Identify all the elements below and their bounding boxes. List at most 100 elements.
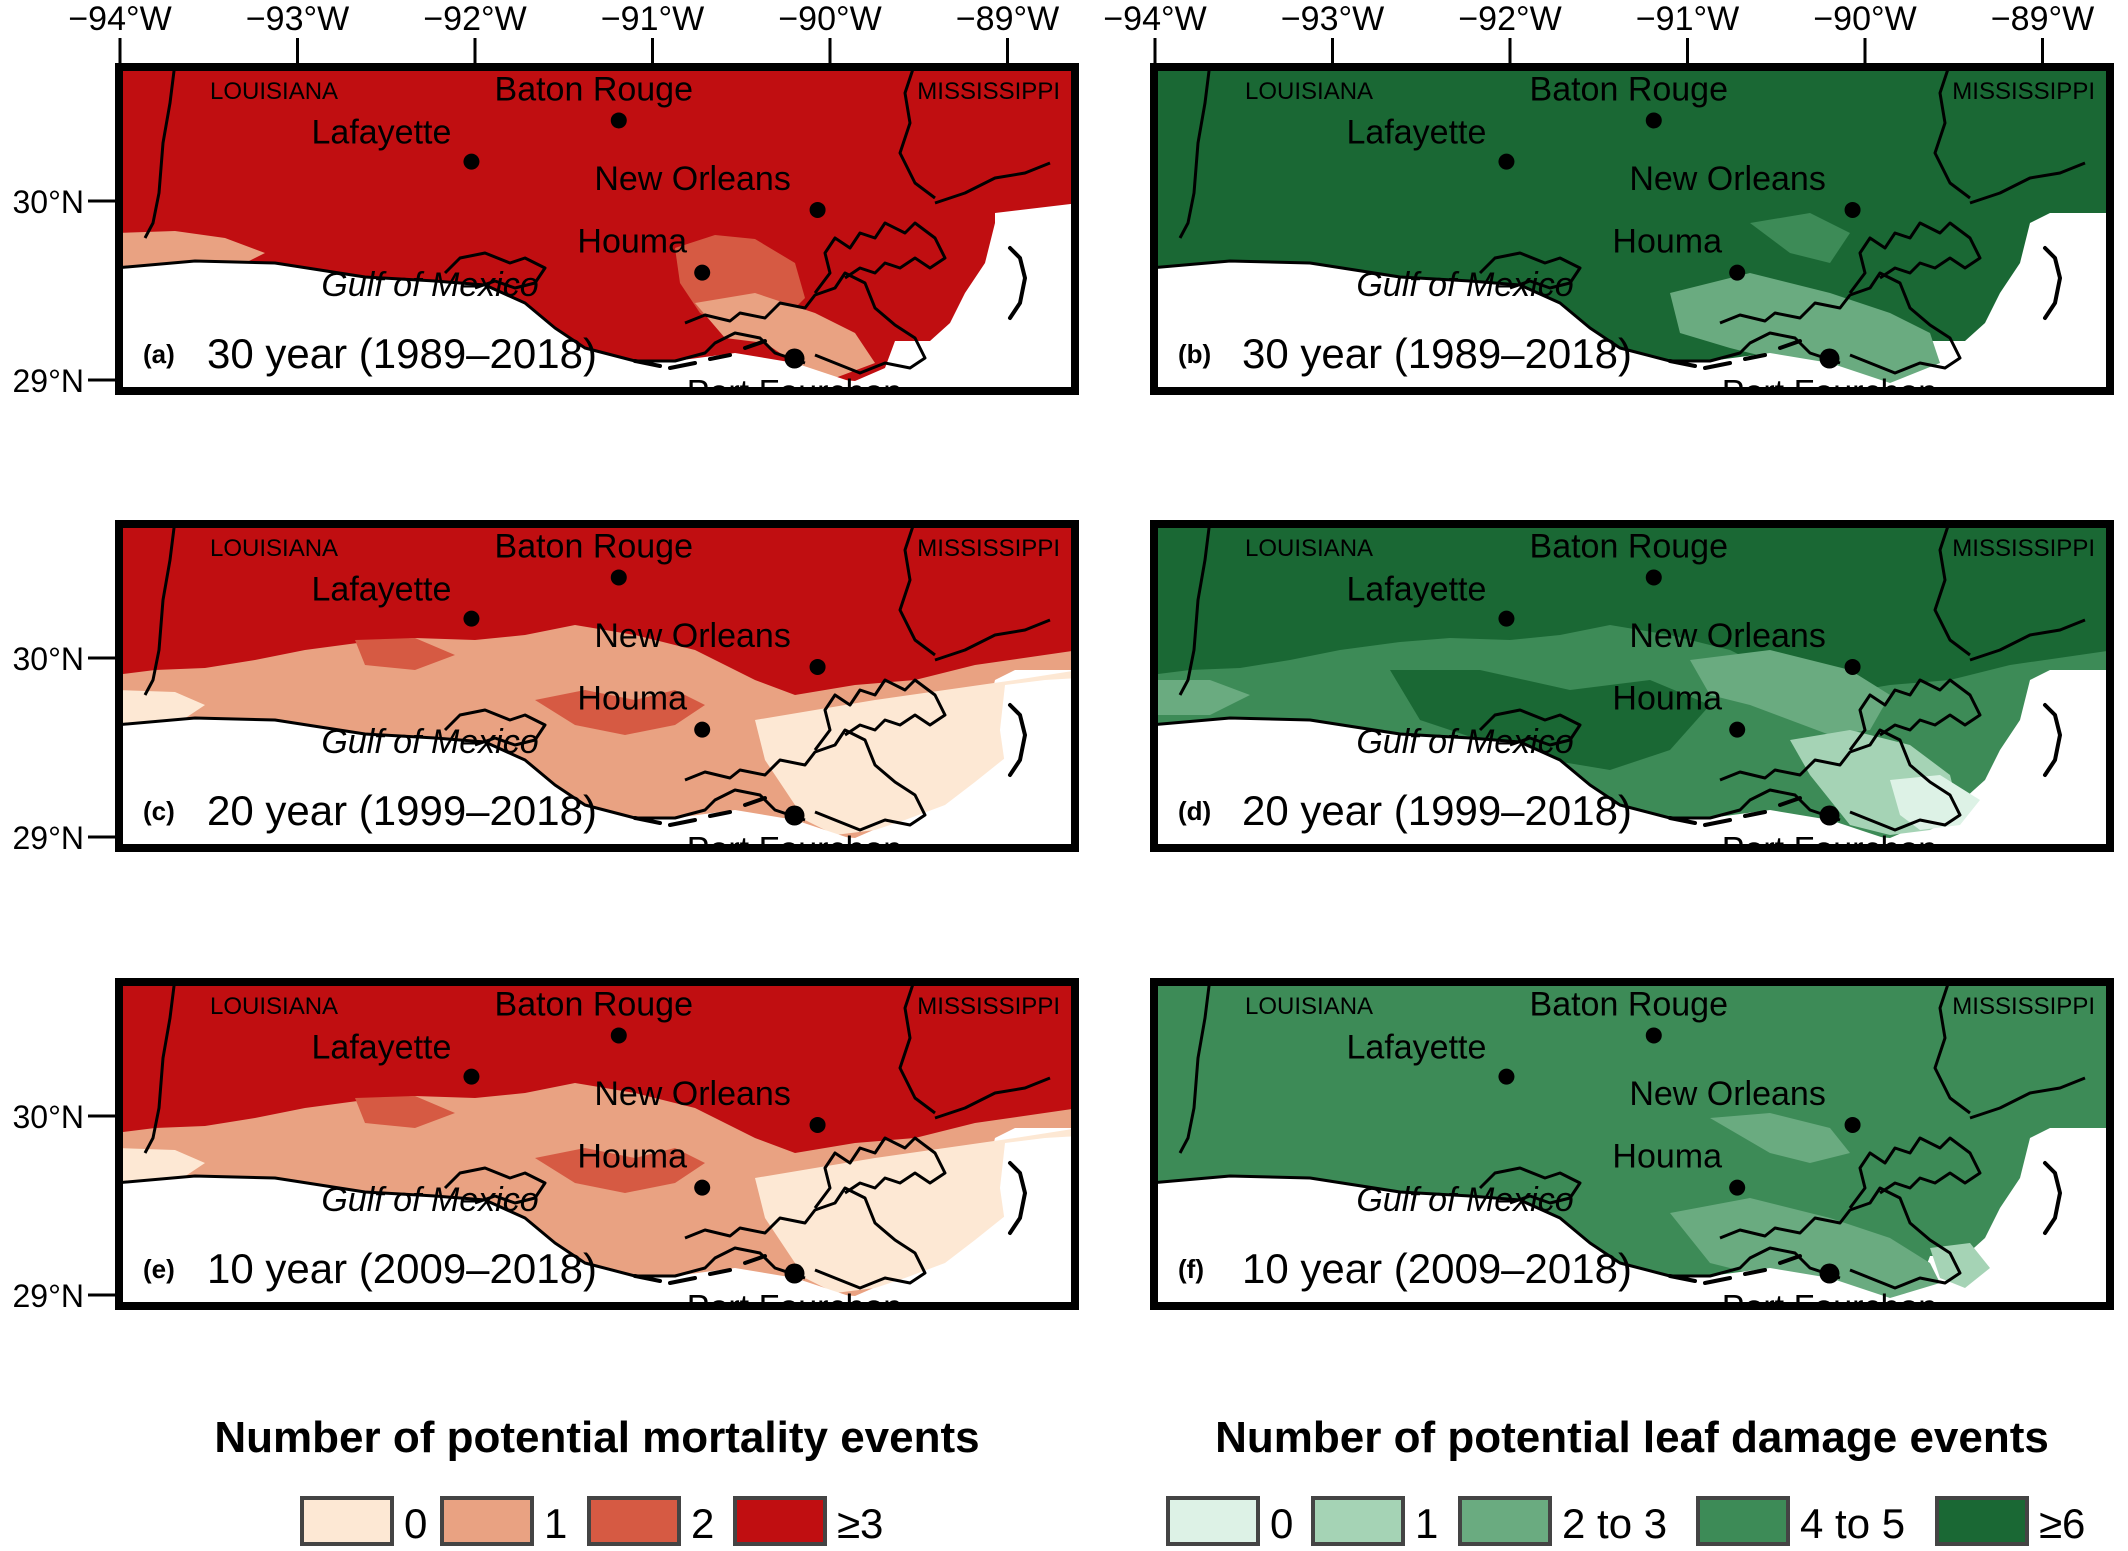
city-label: Houma (1612, 1138, 1722, 1176)
state-label: LOUISIANA (210, 535, 338, 562)
city-marker (694, 1179, 711, 1196)
lat-tick-label: 30°N (13, 641, 85, 677)
data-region (1690, 650, 1890, 735)
city-label: New Orleans (1629, 1075, 1826, 1113)
state-label: LOUISIANA (1245, 535, 1373, 562)
panel-period: 20 year (1999–2018) (1242, 787, 1632, 834)
city-label: New Orleans (594, 160, 791, 198)
data-region (1150, 520, 2114, 695)
data-region (1150, 261, 1910, 395)
data-region (995, 203, 1079, 333)
lon-tick-label: −90°W (1813, 0, 1916, 38)
city-marker (610, 1027, 627, 1044)
data-region (115, 520, 1079, 695)
data-region (755, 1128, 1079, 1293)
city-label: Baton Rouge (495, 70, 694, 108)
lon-tick-label: −94°W (1103, 0, 1206, 38)
state-boundary (143, 978, 936, 1154)
legend-label: ≥3 (837, 1500, 883, 1547)
panel-frame (115, 63, 1079, 395)
city-label: Baton Rouge (1530, 985, 1729, 1023)
city-marker (1844, 1116, 1861, 1133)
data-region (1150, 1176, 1910, 1310)
state-label: MISSISSIPPI (917, 535, 1060, 562)
data-region (1670, 1198, 1940, 1298)
city-marker (809, 658, 826, 675)
city-label: New Orleans (1629, 617, 1826, 655)
panel-period: 30 year (1989–2018) (207, 330, 597, 377)
data-region (1000, 1136, 1079, 1253)
lon-tick-label: −94°W (68, 0, 171, 38)
gulf-label: Gulf of Mexico (321, 266, 538, 304)
legend-label: 2 to 3 (1562, 1500, 1667, 1547)
data-region (1150, 718, 1910, 852)
coastline (115, 1076, 1051, 1290)
barrier-islands (633, 246, 1028, 370)
lat-tick-label: 29°N (13, 1278, 85, 1314)
city-label: Lafayette (312, 571, 452, 609)
legend-label: 2 (691, 1500, 714, 1547)
city-marker (809, 1116, 826, 1133)
panel-frame (1150, 978, 2114, 1310)
state-boundary (143, 63, 936, 239)
barrier-islands (1668, 1161, 2063, 1285)
city-marker (1844, 201, 1861, 218)
city-marker (694, 264, 711, 281)
city-marker (1819, 1263, 1840, 1284)
panel-letter: (a) (143, 339, 175, 369)
legend-label: 1 (544, 1500, 567, 1547)
panel-frame (1150, 520, 2114, 852)
panel-period: 10 year (2009–2018) (1242, 1245, 1632, 1292)
barrier-islands (1668, 246, 2063, 370)
city-marker (784, 805, 805, 826)
data-region (2035, 678, 2114, 795)
legend-swatch (1696, 1496, 1790, 1546)
city-marker (1819, 348, 1840, 369)
data-region (115, 261, 875, 395)
map-panel: LOUISIANA MISSISSIPPI Baton Rouge Lafayette… (115, 978, 1079, 1310)
data-region (1710, 1113, 1850, 1163)
data-region (1670, 273, 1940, 388)
data-region (115, 1148, 205, 1183)
panel-frame (1150, 63, 2114, 395)
city-marker (694, 721, 711, 738)
legend-swatch (587, 1496, 681, 1546)
barrier-islands (633, 703, 1028, 827)
state-label: MISSISSIPPI (1952, 78, 2095, 105)
lon-tick-label: −90°W (778, 0, 881, 38)
city-marker (784, 348, 805, 369)
legend-swatch (1935, 1496, 2029, 1546)
legend-swatch (440, 1496, 534, 1546)
lon-tick-label: −91°W (1636, 0, 1739, 38)
city-label: Houma (577, 223, 687, 261)
data-region (1390, 670, 1710, 770)
legend-swatch (733, 1496, 827, 1546)
lon-tick-label: −89°W (956, 0, 1059, 38)
city-marker (784, 1263, 805, 1284)
coastline (115, 161, 1051, 375)
map-panel: LOUISIANA MISSISSIPPI Baton Rouge Lafayette… (1150, 978, 2114, 1310)
state-label: MISSISSIPPI (917, 993, 1060, 1020)
coastline (1150, 161, 2086, 375)
lon-tick-label: −92°W (1458, 0, 1561, 38)
state-label: LOUISIANA (210, 78, 338, 105)
coastline (1150, 618, 2086, 832)
data-region (115, 690, 205, 725)
lon-tick-label: −89°W (1991, 0, 2094, 38)
data-region (535, 690, 705, 735)
city-marker (1645, 1027, 1662, 1044)
panel-letter: (f) (1178, 1254, 1204, 1284)
state-label: MISSISSIPPI (917, 78, 1060, 105)
gulf-label: Gulf of Mexico (1356, 1181, 1573, 1219)
map-panel: LOUISIANA MISSISSIPPI Baton Rouge Lafayette… (115, 520, 1079, 852)
city-label: Baton Rouge (495, 985, 694, 1023)
panel-letter: (e) (143, 1254, 175, 1284)
city-marker (1729, 264, 1746, 281)
panel-letter: (c) (143, 796, 175, 826)
legend-swatch (300, 1496, 394, 1546)
city-marker (1729, 721, 1746, 738)
panel-period: 10 year (2009–2018) (207, 1245, 597, 1292)
legend-label: 4 to 5 (1800, 1500, 1905, 1547)
coastline (1150, 1076, 2086, 1290)
